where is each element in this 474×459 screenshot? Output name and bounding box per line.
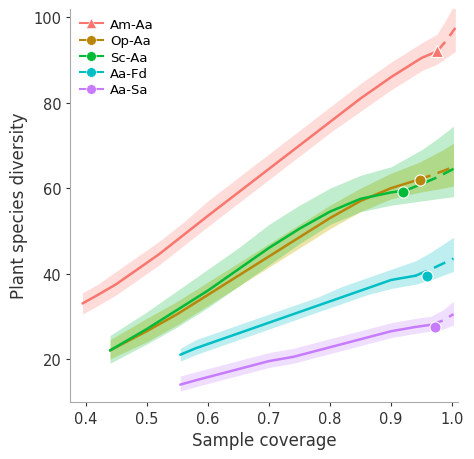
Y-axis label: Plant species diversity: Plant species diversity: [10, 113, 27, 299]
X-axis label: Sample coverage: Sample coverage: [192, 431, 337, 449]
Legend: Am-Aa, Op-Aa, Sc-Aa, Aa-Fd, Aa-Sa: Am-Aa, Op-Aa, Sc-Aa, Aa-Fd, Aa-Sa: [77, 16, 156, 100]
